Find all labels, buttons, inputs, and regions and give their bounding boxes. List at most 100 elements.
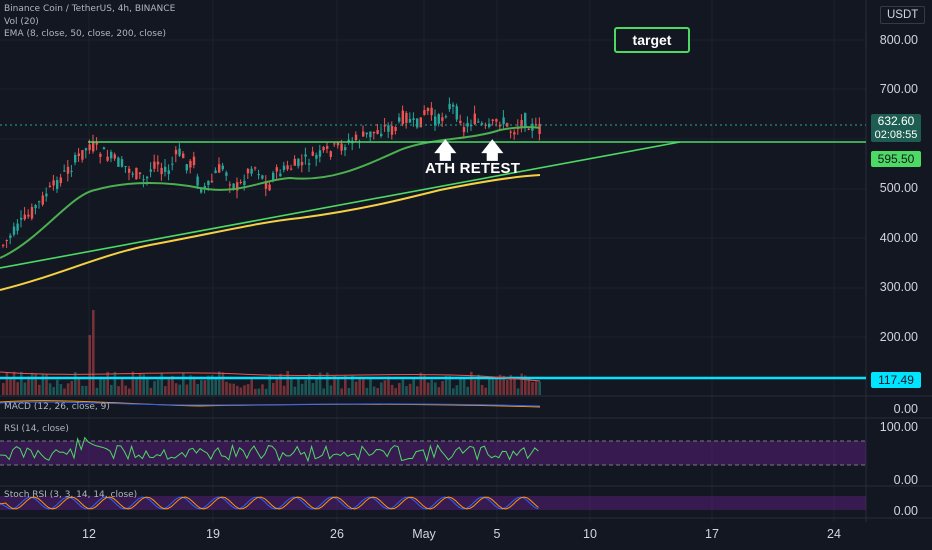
stoch-d-line <box>0 496 539 510</box>
volume-bar <box>376 388 379 395</box>
candle-body <box>20 217 23 220</box>
volume-bar <box>264 388 268 395</box>
candle-body <box>412 118 415 120</box>
candle-body <box>336 142 340 146</box>
time-tick: 26 <box>330 527 344 541</box>
candle-body <box>88 144 91 151</box>
candle-body <box>268 184 271 191</box>
volume-bar <box>38 384 41 395</box>
candle-body <box>322 146 325 151</box>
target-annotation[interactable]: target <box>614 27 690 53</box>
volume-bar <box>513 377 516 395</box>
volume-legend[interactable]: Vol (20) <box>4 17 39 27</box>
ath-retest-annotation[interactable]: ATH RETEST <box>425 160 521 177</box>
candle-body <box>347 139 350 143</box>
volume-bar <box>45 374 48 395</box>
ascending-trendline <box>0 141 681 269</box>
candle-body <box>12 226 16 235</box>
volume-bar <box>70 380 73 395</box>
ema-legend[interactable]: EMA (8, close, 50, close, 200, close) <box>4 29 166 39</box>
candle-body <box>394 126 397 131</box>
candle-body <box>41 195 44 205</box>
volume-bar <box>412 378 415 395</box>
candle-body <box>74 155 77 163</box>
up-arrow-icon: 🡅 <box>481 138 504 163</box>
volume-bar <box>383 380 387 395</box>
candle-body <box>495 119 498 122</box>
candle-body <box>344 147 347 151</box>
candle-body <box>506 123 509 127</box>
volume-bar <box>311 383 315 395</box>
volume-bar <box>347 388 351 395</box>
candle-body <box>70 170 73 172</box>
candle-body <box>408 119 412 123</box>
volume-bar <box>142 374 145 395</box>
volume-bar <box>246 384 250 395</box>
volume-bar <box>466 386 469 395</box>
volume-bar <box>66 383 70 395</box>
volume-bar <box>52 387 55 395</box>
volume-bar <box>120 379 124 395</box>
volume-bar <box>459 378 462 395</box>
candle-body <box>326 146 329 149</box>
candle-body <box>264 181 268 189</box>
time-tick: 10 <box>583 527 597 541</box>
stoch-rsi-legend[interactable]: Stoch RSI (3, 3, 14, 14, close) <box>4 490 138 500</box>
time-tick: 17 <box>705 527 719 541</box>
volume-bar <box>315 377 318 395</box>
candle-body <box>200 187 203 193</box>
candle-body <box>45 193 48 197</box>
candle-body <box>390 125 394 135</box>
candle-body <box>156 161 160 165</box>
volume-bar <box>200 380 203 395</box>
candle-body <box>225 172 228 176</box>
rsi-tick: 100.00 <box>879 420 918 434</box>
volume-bar <box>88 335 91 395</box>
ema50-line <box>0 126 541 259</box>
volume-bar <box>297 377 300 395</box>
volume-bar <box>372 386 376 395</box>
candle-body <box>372 131 376 134</box>
candle-body <box>120 159 124 167</box>
candle-body <box>38 201 41 203</box>
candle-body <box>5 240 8 242</box>
volume-bar <box>534 381 538 395</box>
candle-body <box>376 130 379 134</box>
volume-bar <box>448 375 451 395</box>
candle-body <box>232 183 235 190</box>
volume-bar <box>408 383 412 395</box>
candle-body <box>293 158 296 166</box>
volume-bar <box>30 372 34 395</box>
candle-body <box>365 132 368 135</box>
candle-body <box>110 152 113 159</box>
volume-bar <box>430 379 433 395</box>
candle-body <box>473 113 476 125</box>
candle-body <box>315 155 318 159</box>
candle-body <box>30 207 34 219</box>
macd-legend[interactable]: MACD (12, 26, close, 9) <box>4 402 110 412</box>
candle-body <box>362 131 365 137</box>
rsi-legend[interactable]: RSI (14, close) <box>4 424 69 434</box>
volume-bar <box>20 371 23 395</box>
candle-body <box>214 170 217 174</box>
volume-bar <box>351 375 354 395</box>
volume-bar <box>358 378 361 395</box>
volume-bar <box>56 379 59 395</box>
candle-body <box>261 175 264 179</box>
currency-selector[interactable]: USDT <box>880 6 926 24</box>
candle-body <box>236 182 239 191</box>
candle-body <box>203 186 206 190</box>
volume-bar <box>110 384 113 395</box>
candle-body <box>480 123 484 125</box>
volume-bar <box>495 377 498 395</box>
volume-bar <box>254 388 257 395</box>
volume-bar <box>279 373 282 395</box>
volume-bar <box>344 375 347 395</box>
candle-body <box>164 166 167 172</box>
candle-body <box>48 185 52 187</box>
volume-bar <box>48 383 52 395</box>
candle-body <box>146 176 149 179</box>
volume-bar <box>369 378 372 395</box>
volume-bar <box>27 376 30 395</box>
